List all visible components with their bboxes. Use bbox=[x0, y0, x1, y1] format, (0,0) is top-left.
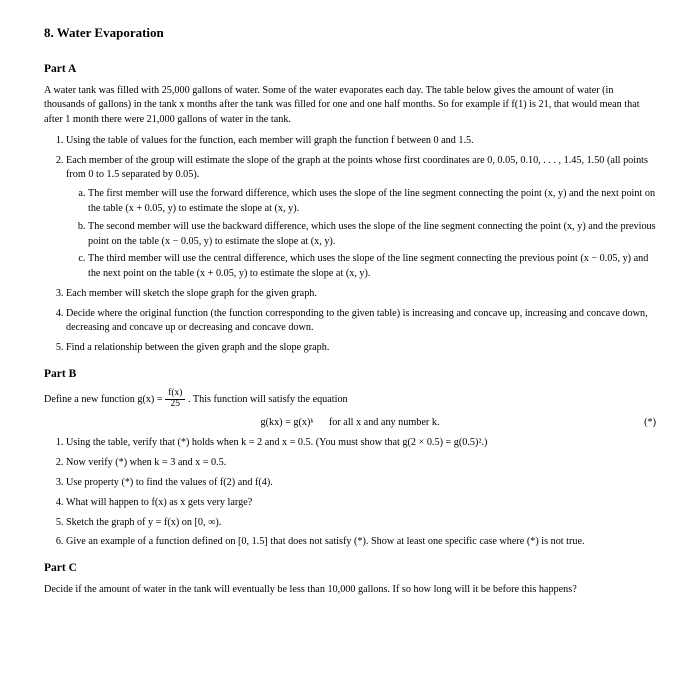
part-a-item-2-text: Each member of the group will estimate t… bbox=[66, 155, 648, 181]
def-post: . This function will satisfy the equatio… bbox=[188, 394, 348, 405]
part-b-item-2: Now verify (*) when k = 3 and x = 0.5. bbox=[66, 456, 656, 471]
part-a-list: Using the table of values for the functi… bbox=[44, 134, 656, 356]
part-b-equation: g(kx) = g(x)ᵏ for all x and any number k… bbox=[44, 416, 656, 431]
part-b-item-1: Using the table, verify that (*) holds w… bbox=[66, 436, 656, 451]
part-b-list: Using the table, verify that (*) holds w… bbox=[44, 436, 656, 550]
fraction-top: f(x) bbox=[165, 389, 185, 400]
part-b-item-6: Give an example of a function defined on… bbox=[66, 535, 656, 550]
fraction-bot: 25 bbox=[165, 400, 185, 410]
part-a-item-2b: The second member will use the backward … bbox=[88, 220, 656, 250]
part-a-sublist: The first member will use the forward di… bbox=[66, 187, 656, 282]
part-a-item-5: Find a relationship between the given gr… bbox=[66, 341, 656, 356]
page-title: 8. Water Evaporation bbox=[44, 24, 656, 43]
equation-tag: (*) bbox=[644, 416, 656, 431]
fraction: f(x) 25 bbox=[165, 389, 185, 410]
equation-text: g(kx) = g(x)ᵏ for all x and any number k… bbox=[261, 417, 440, 428]
part-a-item-4: Decide where the original function (the … bbox=[66, 307, 656, 337]
part-c-heading: Part C bbox=[44, 560, 656, 577]
def-pre: Define a new function g(x) = bbox=[44, 394, 165, 405]
part-a-item-2a: The first member will use the forward di… bbox=[88, 187, 656, 217]
part-a-item-1: Using the table of values for the functi… bbox=[66, 134, 656, 149]
part-a-item-2: Each member of the group will estimate t… bbox=[66, 154, 656, 282]
part-a-item-2c: The third member will use the central di… bbox=[88, 252, 656, 282]
part-b-heading: Part B bbox=[44, 366, 656, 383]
part-a-heading: Part A bbox=[44, 61, 656, 78]
part-b-item-3: Use property (*) to find the values of f… bbox=[66, 476, 656, 491]
part-b-item-4: What will happen to f(x) as x gets very … bbox=[66, 496, 656, 511]
part-a-item-3: Each member will sketch the slope graph … bbox=[66, 287, 656, 302]
part-b-item-5: Sketch the graph of y = f(x) on [0, ∞). bbox=[66, 516, 656, 531]
part-a-intro: A water tank was filled with 25,000 gall… bbox=[44, 84, 656, 128]
part-c-text: Decide if the amount of water in the tan… bbox=[44, 583, 656, 598]
part-b-definition: Define a new function g(x) = f(x) 25 . T… bbox=[44, 389, 656, 410]
